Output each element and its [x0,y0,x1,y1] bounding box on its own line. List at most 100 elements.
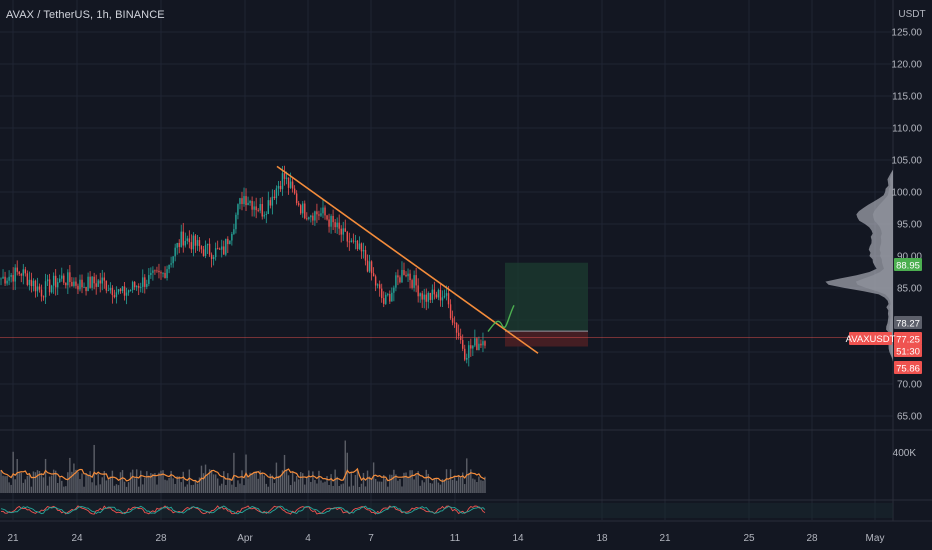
candle [210,252,213,268]
volume-bar [42,477,45,493]
candle [378,280,381,297]
volume-bar [297,479,300,493]
volume-bar [4,476,6,493]
candle [200,245,203,254]
candle-body [285,177,288,179]
candle-body [318,214,320,216]
symbol-title[interactable]: AVAX / TetherUS, 1h, BINANCE [6,9,165,21]
y-tick-label: 90.00 [897,252,922,263]
candle [75,277,77,289]
candle-body [22,269,24,276]
volume-bar [443,479,446,493]
oscillator-line-slow [0,505,486,515]
volume-bar [46,485,49,493]
candle-body [71,281,73,287]
candle-body [372,273,375,277]
candle [354,234,357,250]
volume-bar [138,486,140,493]
candle [449,299,452,320]
candle [119,288,122,294]
candle-body [0,278,2,280]
candle-body [63,275,65,283]
candle [476,337,478,351]
price-axis[interactable]: USDT 125.00 120.00 115.00 110.00 105.00 100.00… [891,9,925,459]
candle [265,211,267,224]
candle [202,245,205,257]
volume-bar [243,485,245,493]
candle-body [366,260,369,272]
volume-bar [170,470,172,493]
volume-bar [425,469,427,493]
candle-body [419,293,421,297]
candle [374,274,377,292]
candle-body [46,279,49,282]
candle [91,275,93,291]
candle-body [227,238,229,245]
volume-bar [202,473,205,493]
volume-bar [105,480,108,493]
candle [208,238,211,257]
price-tag-box [894,332,922,345]
volume-bar [300,472,302,493]
volume-bar [346,452,348,493]
candle [73,277,75,288]
candle [18,270,20,276]
candle [10,273,12,283]
volume-bar [123,481,126,493]
candle [97,278,99,287]
candle [180,224,182,248]
candle-body [221,246,223,250]
volume-bar [40,473,43,493]
volume-bar [395,474,397,493]
volume-bar [239,483,241,493]
candle-body [140,286,142,288]
candle-body [2,276,4,279]
candle [401,261,403,283]
volume-bar [381,481,383,493]
volume-bar [324,481,326,493]
volume-bar [383,474,385,493]
candle-body [61,275,63,279]
candle-body [73,281,75,287]
price-tag-label: 77.25 [896,335,920,346]
candle-body [245,196,247,206]
volume-bar [83,486,85,493]
y-tick-label: 85.00 [897,284,922,295]
time-axis[interactable]: 21 24 28 Apr 4 7 11 14 18 21 25 28 May [7,533,884,544]
volume-bar [409,470,411,493]
candle [295,190,298,206]
candle-body [229,240,231,245]
candle-body [405,274,407,277]
candle-body [188,238,191,243]
volume-bar [235,486,237,493]
candle [312,212,314,226]
volume-bar [57,483,59,493]
chart-overlays [0,165,893,354]
price-candles [0,165,486,367]
candle [293,185,296,195]
volume-bar [135,469,138,493]
candle-body [105,280,108,291]
candle-body [162,273,164,274]
volume-bar [306,476,308,493]
candle-body [233,229,235,234]
candle [52,272,55,294]
candle [304,200,306,220]
candle [184,232,186,248]
candle-body [81,279,83,288]
candle-body [338,222,340,229]
candle [484,340,486,349]
candle [482,332,484,353]
candle-body [103,277,105,281]
candle-body [125,292,128,296]
candle-body [324,207,326,216]
volume-bar [22,482,24,493]
volume-bar [374,478,377,493]
volume-bar [233,452,235,493]
volume-bar [204,464,207,493]
volume-bar [318,470,320,493]
candle [111,285,114,304]
volume-bar [52,469,55,493]
volume-bar [186,484,189,493]
